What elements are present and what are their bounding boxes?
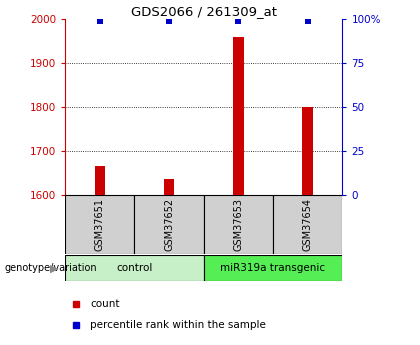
Bar — [134, 195, 204, 254]
Bar — [65, 255, 204, 281]
Bar — [273, 195, 342, 254]
Text: GSM37654: GSM37654 — [303, 198, 312, 251]
Bar — [204, 255, 342, 281]
Text: GSM37653: GSM37653 — [234, 198, 243, 251]
Text: GSM37652: GSM37652 — [164, 198, 174, 251]
Text: control: control — [116, 263, 152, 273]
Bar — [164, 179, 174, 195]
Bar — [302, 107, 313, 195]
Bar — [94, 166, 105, 195]
Text: GSM37651: GSM37651 — [95, 198, 105, 251]
Point — [166, 18, 173, 23]
Bar — [204, 195, 273, 254]
Text: percentile rank within the sample: percentile rank within the sample — [90, 320, 266, 330]
Point — [235, 18, 242, 23]
Bar — [65, 195, 134, 254]
Text: ▶: ▶ — [50, 263, 59, 273]
Point — [97, 18, 103, 23]
Bar — [233, 37, 244, 195]
Text: count: count — [90, 299, 120, 309]
Title: GDS2066 / 261309_at: GDS2066 / 261309_at — [131, 5, 277, 18]
Text: miR319a transgenic: miR319a transgenic — [220, 263, 326, 273]
Text: genotype/variation: genotype/variation — [4, 263, 97, 273]
Point — [304, 18, 311, 23]
